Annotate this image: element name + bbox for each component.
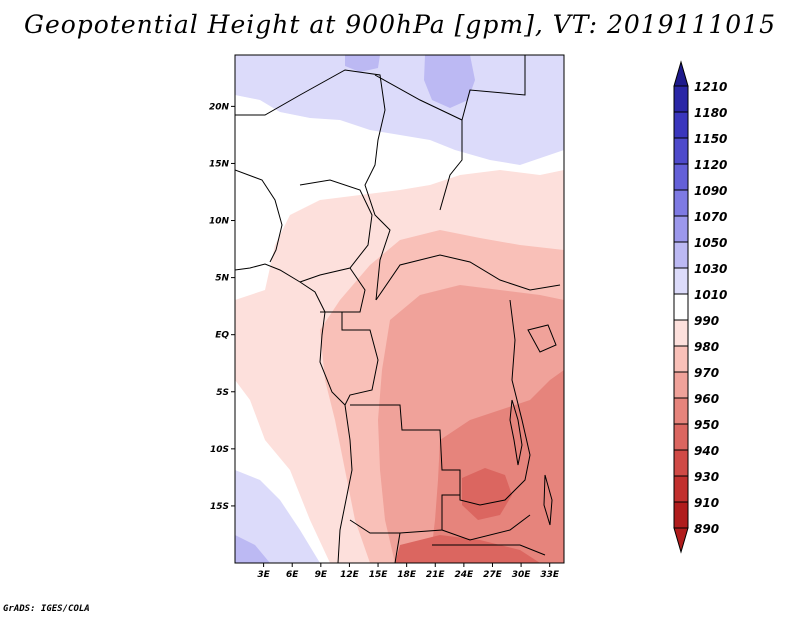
colorbar-segment [673, 475, 689, 503]
colorbar-label: 940 [694, 444, 719, 458]
colorbar-segment [673, 319, 689, 347]
colorbar-segment [673, 163, 689, 191]
colorbar-segment [673, 449, 689, 477]
colorbar-top-arrow [673, 60, 689, 87]
colorbar-label: 970 [694, 366, 719, 380]
colorbar-label: 1050 [694, 236, 727, 250]
colorbar: 1210 1180 1150 1120 1090 1070 1050 1030 1010 990 9… [673, 60, 727, 554]
colorbar-label: 1030 [694, 262, 727, 276]
lake-victoria [527, 324, 557, 353]
shade-1030-north [424, 55, 475, 108]
colorbar-segment [673, 85, 689, 113]
border-car [375, 254, 561, 301]
shade-1030-nw [345, 55, 380, 72]
colorbar-segment [673, 397, 689, 425]
grads-credit: GrADS: IGES/COLA [3, 604, 90, 614]
lon-tick-label: 33E [540, 570, 560, 580]
lon-tick-label: 24E [455, 570, 475, 580]
lon-tick-label: 15E [369, 570, 389, 580]
colorbar-label: 1070 [694, 210, 727, 224]
colorbar-label: 1090 [694, 184, 727, 198]
border-drc-east [459, 299, 531, 506]
country-borders [235, 55, 561, 563]
colorbar-label: 960 [694, 392, 719, 406]
longitude-axis: 3E 6E 9E 12E 15E 18E 21E 24E 27E 30E 33E [257, 563, 560, 580]
border-zambezi [432, 544, 546, 556]
colorbar-segment [673, 423, 689, 451]
lake-malawi [543, 474, 553, 526]
lon-tick-label: 21E [426, 570, 446, 580]
height-shading [235, 55, 564, 563]
lake-tanganyika [509, 399, 523, 466]
border-north [235, 69, 391, 301]
colorbar-segment [673, 345, 689, 373]
colorbar-segment [673, 111, 689, 139]
latitude-axis: 20N 15N 10N 5N EQ 5S 10S 15S [209, 102, 235, 512]
lon-tick-label: 18E [397, 570, 417, 580]
lat-tick-label: 5S [216, 388, 229, 398]
shade-940 [462, 468, 512, 520]
colorbar-label: 910 [694, 496, 719, 510]
lat-tick-label: 20N [209, 102, 230, 112]
colorbar-segment [673, 189, 689, 217]
lat-tick-label: 5N [215, 274, 229, 284]
colorbar-label: 950 [694, 418, 719, 432]
shade-1010-north [235, 55, 564, 165]
border-angola [349, 404, 461, 534]
chart-title: Geopotential Height at 900hPa [gpm], VT:… [23, 10, 777, 39]
lat-tick-label: 10S [210, 445, 229, 455]
colorbar-label: 1010 [694, 288, 727, 302]
border-zambia [441, 514, 531, 541]
colorbar-segment [673, 137, 689, 165]
coastline-west [235, 263, 353, 563]
colorbar-bottom-arrow [673, 527, 689, 554]
lon-tick-label: 3E [257, 570, 270, 580]
lon-tick-label: 30E [512, 570, 532, 580]
colorbar-label: 1150 [694, 132, 727, 146]
shade-1010-sw [235, 470, 320, 563]
border-nigeria [299, 179, 373, 283]
border-congo [341, 312, 379, 406]
lat-tick-label: 15S [210, 502, 229, 512]
lon-tick-label: 6E [286, 570, 299, 580]
lon-tick-label: 12E [340, 570, 360, 580]
colorbar-label: 1120 [694, 158, 727, 172]
shade-950 [430, 370, 564, 563]
shade-940-south [395, 535, 540, 563]
shade-1030-sw [235, 535, 270, 563]
colorbar-label: 980 [694, 340, 719, 354]
lat-tick-label: EQ [215, 331, 229, 341]
colorbar-segment [673, 371, 689, 399]
colorbar-label: 890 [694, 522, 719, 536]
colorbar-label: 930 [694, 470, 719, 484]
lon-tick-label: 9E [315, 570, 328, 580]
border-south [394, 532, 401, 563]
border-cameroon [320, 267, 366, 313]
colorbar-segment [673, 501, 689, 529]
colorbar-label: 1210 [694, 80, 727, 94]
colorbar-segment [673, 293, 689, 321]
lon-tick-label: 27E [483, 570, 503, 580]
border-west-africa [235, 169, 283, 263]
border-chad-libya [374, 74, 463, 211]
colorbar-segment [673, 267, 689, 295]
map-frame [234, 54, 565, 564]
colorbar-label: 1180 [694, 106, 727, 120]
colorbar-segment [673, 215, 689, 243]
lat-tick-label: 10N [209, 217, 230, 227]
colorbar-segment [673, 241, 689, 269]
border-sudan [461, 55, 526, 121]
colorbar-label: 990 [694, 314, 719, 328]
lat-tick-label: 15N [209, 159, 230, 169]
